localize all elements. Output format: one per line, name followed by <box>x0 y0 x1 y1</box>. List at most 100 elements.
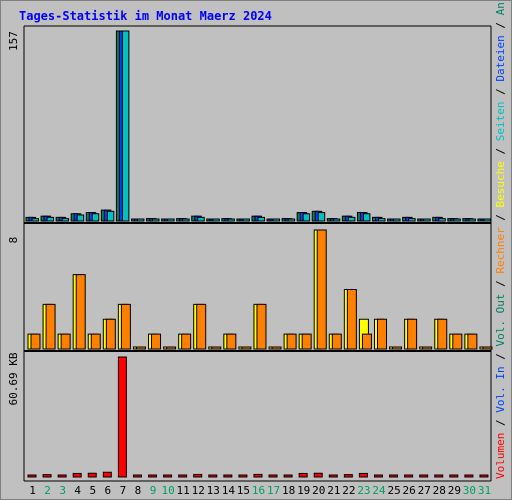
x-tick-label: 27 <box>418 484 431 497</box>
bar-requests-seiten-day-12 <box>197 216 205 222</box>
bar-visits-rechner-day-22 <box>346 289 357 350</box>
bar-requests-seiten-day-5 <box>91 213 100 222</box>
bar-volume-volumen-day-1 <box>27 474 37 478</box>
x-tick-label: 14 <box>222 484 236 497</box>
bar-visits-rechner-day-6 <box>105 318 116 350</box>
bar-requests-seiten-day-1 <box>31 218 39 222</box>
bar-requests-seiten-day-19 <box>302 213 311 222</box>
bar-visits-rechner-day-10 <box>166 346 177 350</box>
bar-requests-seiten-day-27 <box>423 218 431 222</box>
x-tick-label: 19 <box>297 484 310 497</box>
x-tick-label: 5 <box>89 484 96 497</box>
legend-separator: / <box>494 141 507 161</box>
bar-requests-seiten-day-14 <box>227 218 235 222</box>
x-tick-label: 13 <box>207 484 220 497</box>
bar-volume-volumen-day-12 <box>193 473 203 478</box>
bar-visits-rechner-day-15 <box>241 346 252 350</box>
bar-requests-seiten-day-7 <box>121 30 130 222</box>
legend-entry-vol-in: Vol. In <box>494 366 507 412</box>
bar-visits-rechner-day-9 <box>151 333 162 350</box>
bar-requests-seiten-day-25 <box>393 218 401 222</box>
x-tick-label: 21 <box>327 484 340 497</box>
bar-requests-seiten-day-15 <box>242 218 250 222</box>
bar-visits-rechner-day-19 <box>301 333 312 350</box>
bar-requests-seiten-day-29 <box>453 218 461 222</box>
x-tick-label: 20 <box>312 484 325 497</box>
bar-requests-seiten-day-30 <box>468 218 476 222</box>
bar-requests-seiten-day-21 <box>332 218 341 222</box>
bar-volume-volumen-day-24 <box>373 474 383 478</box>
bar-volume-volumen-day-23 <box>358 472 368 478</box>
x-tick-label: 22 <box>342 484 355 497</box>
bar-visits-rechner-day-17 <box>271 346 282 350</box>
x-tick-label: 12 <box>192 484 205 497</box>
bar-requests-seiten-day-26 <box>408 218 416 222</box>
bar-volume-volumen-day-29 <box>449 474 459 478</box>
legend-separator: / <box>494 15 507 35</box>
x-tick-label: 15 <box>237 484 250 497</box>
bar-visits-rechner-day-11 <box>181 333 192 350</box>
chart-title: Tages-Statistik im Monat Maerz 2024 <box>19 9 272 23</box>
bar-visits-rechner-day-14 <box>226 333 237 350</box>
bar-requests-seiten-day-3 <box>61 218 70 222</box>
bar-requests-seiten-day-11 <box>182 218 190 222</box>
bar-requests-seiten-day-31 <box>483 218 491 222</box>
bar-volume-volumen-day-16 <box>253 473 263 478</box>
x-tick-label: 25 <box>387 484 400 497</box>
bar-visits-rechner-day-24 <box>376 318 387 350</box>
bar-visits-rechner-day-1 <box>30 333 41 350</box>
bar-requests-seiten-day-13 <box>212 218 220 222</box>
bar-volume-volumen-day-7 <box>117 356 127 478</box>
bar-volume-volumen-day-11 <box>178 474 188 478</box>
bar-requests-seiten-day-28 <box>438 218 446 222</box>
bar-volume-volumen-day-5 <box>87 472 97 478</box>
bar-visits-rechner-day-7 <box>120 303 131 350</box>
x-tick-label: 7 <box>120 484 127 497</box>
bar-volume-volumen-day-8 <box>132 474 142 478</box>
legend-entry-vol-out: Vol. Out <box>494 294 507 347</box>
bar-visits-rechner-day-2 <box>45 303 56 350</box>
bar-requests-seiten-day-20 <box>317 212 326 222</box>
bar-requests-seiten-day-18 <box>287 218 296 222</box>
legend-entry-rechner: Rechner <box>494 227 507 274</box>
bar-volume-volumen-day-13 <box>208 474 218 478</box>
bar-volume-volumen-day-2 <box>42 474 52 478</box>
bar-requests-seiten-day-2 <box>46 216 55 222</box>
legend-entry-besuche: Besuche <box>494 161 507 207</box>
legend-separator: / <box>494 207 507 227</box>
bar-requests-seiten-day-22 <box>347 216 356 222</box>
bar-volume-volumen-day-3 <box>57 474 67 478</box>
x-tick-label: 11 <box>177 484 190 497</box>
bar-volume-volumen-day-4 <box>72 472 82 478</box>
bar-volume-volumen-day-19 <box>298 472 308 478</box>
bar-volume-volumen-day-20 <box>313 472 323 478</box>
bar-visits-rechner-day-3 <box>60 333 71 350</box>
bar-volume-volumen-day-26 <box>404 474 414 478</box>
bar-volume-volumen-day-14 <box>223 474 233 478</box>
x-tick-label: 24 <box>372 484 386 497</box>
legend: Volumen / Vol. In / Vol. Out / Rechner /… <box>494 1 507 479</box>
bar-visits-rechner-day-18 <box>286 333 297 350</box>
bar-requests-seiten-day-6 <box>106 210 115 222</box>
bar-visits-rechner-day-4 <box>75 274 86 350</box>
legend-entry-seiten: Seiten <box>494 101 507 141</box>
bar-volume-volumen-day-6 <box>102 471 112 478</box>
bar-visits-rechner-day-20 <box>316 229 327 350</box>
x-tick-label: 28 <box>433 484 446 497</box>
legend-entry-anfragen: Anfragen <box>494 1 507 15</box>
bar-visits-rechner-day-26 <box>407 318 418 350</box>
bar-volume-volumen-day-10 <box>163 474 173 478</box>
x-tick-label: 18 <box>282 484 295 497</box>
x-tick-label: 23 <box>357 484 370 497</box>
x-tick-label: 8 <box>135 484 142 497</box>
x-tick-label: 17 <box>267 484 280 497</box>
bar-requests-seiten-day-9 <box>152 218 160 222</box>
bar-visits-rechner-day-16 <box>256 303 267 350</box>
bar-requests-seiten-day-8 <box>136 218 145 222</box>
legend-separator: / <box>494 274 507 294</box>
x-tick-label: 31 <box>478 484 491 497</box>
bar-visits-rechner-day-8 <box>135 346 146 350</box>
bar-visits-rechner-day-12 <box>196 303 207 350</box>
